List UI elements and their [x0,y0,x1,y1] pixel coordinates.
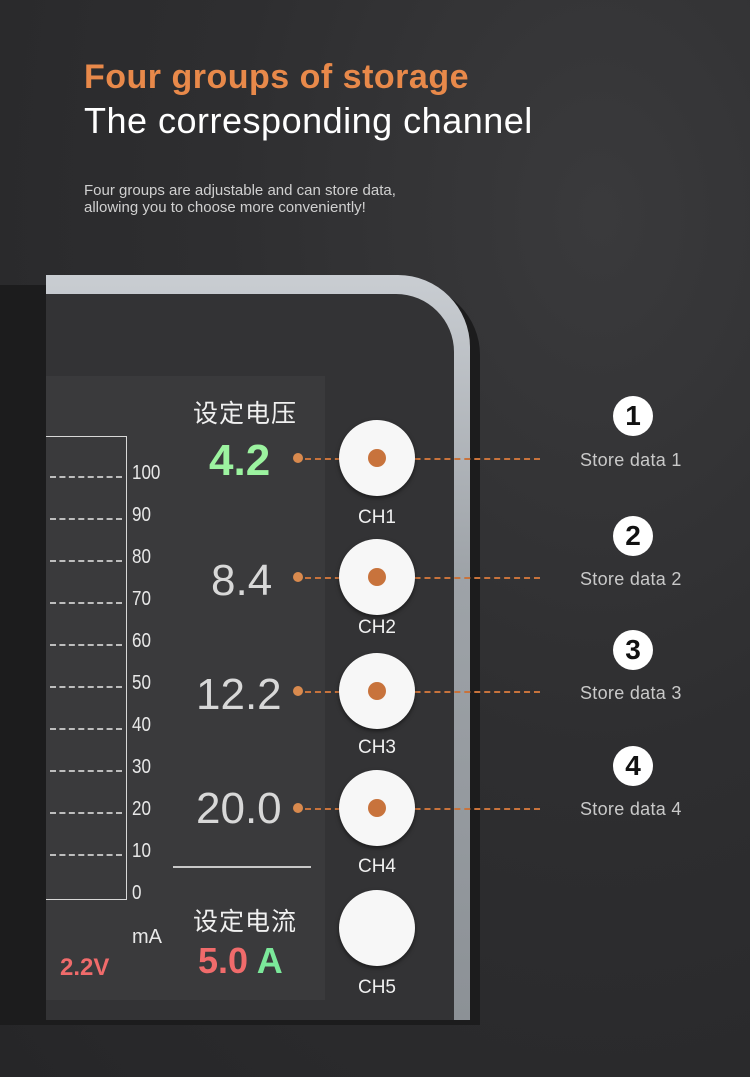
scale-tick-label: 50 [132,672,151,694]
description-line-1: Four groups are adjustable and can store… [84,182,396,199]
scale-tick-label: 40 [132,714,151,736]
channel-label-ch2: CH2 [357,617,396,638]
scale-tick-label: 20 [132,798,151,820]
store-data-1: Store data 1 [580,450,682,470]
voltage-value-ch2: 8.4 [211,556,273,605]
lead-line-ch4 [305,808,540,810]
scale-tick-line [50,812,122,814]
lead-line-ch2 [305,577,540,579]
scale-tick-line [50,602,122,604]
number-badge-2: 2 [613,516,653,556]
channel-label-ch3: CH3 [357,737,396,758]
lead-dot-ch3 [293,686,303,696]
voltage-value-ch4: 20.0 [196,784,282,833]
voltage-value-ch3: 12.2 [196,670,282,719]
scale-tick-label: 0 [132,882,142,904]
channel-label-ch1: CH1 [357,507,396,528]
lead-dot-ch1 [293,453,303,463]
voltage-value-ch1: 4.2 [209,436,271,485]
store-data-2: Store data 2 [580,569,682,589]
channel-button-ch2[interactable] [339,539,415,615]
scale-tick-line [50,728,122,730]
channel-button-ch1[interactable] [339,420,415,496]
scale-tick-line [50,770,122,772]
channel-label-ch4: CH4 [357,856,396,877]
description: Four groups are adjustable and can store… [84,182,504,216]
scale-tick-line [50,644,122,646]
scale-tick-label: 90 [132,504,151,526]
number-badge-1: 1 [613,396,653,436]
scale-tick-label: 30 [132,756,151,778]
set-current-label: 设定电流 [193,908,298,936]
current-readout: 5.0 A [198,940,283,982]
channel-label-ch5: CH5 [357,977,396,998]
scale-tick-line [50,560,122,562]
number-badge-3: 3 [613,630,653,670]
device-screen [46,376,325,1000]
screen-divider [173,866,311,868]
set-voltage-label: 设定电压 [193,400,298,428]
lead-line-ch1 [305,458,540,460]
scale-tick-label: 70 [132,588,151,610]
lead-dot-ch2 [293,572,303,582]
current-unit: A [256,940,283,981]
button-dot [368,568,386,586]
current-value: 5.0 [198,940,249,981]
lead-line-ch3 [305,691,540,693]
store-data-3: Store data 3 [580,683,682,703]
title-storage: Four groups of storage [84,58,469,96]
scale-tick-line [50,854,122,856]
scale-tick-line [50,518,122,520]
button-dot [368,682,386,700]
button-dot [368,799,386,817]
scale-tick-label: 80 [132,546,151,568]
button-dot [368,449,386,467]
channel-button-ch3[interactable] [339,653,415,729]
scale-tick-line [50,686,122,688]
scale-tick-label: 100 [132,462,161,484]
partial-voltage-readout: 2.2V [60,954,110,981]
scale-tick-label: 60 [132,630,151,652]
number-badge-4: 4 [613,746,653,786]
scale-unit: mA [132,926,162,948]
description-line-2: allowing you to choose more conveniently… [84,199,366,216]
scale-tick-label: 10 [132,840,151,862]
store-data-4: Store data 4 [580,799,682,819]
title-channel: The corresponding channel [84,100,533,141]
channel-button-ch5[interactable] [339,890,415,966]
scale-tick-line [50,476,122,478]
scale-box [46,436,127,900]
lead-dot-ch4 [293,803,303,813]
channel-button-ch4[interactable] [339,770,415,846]
